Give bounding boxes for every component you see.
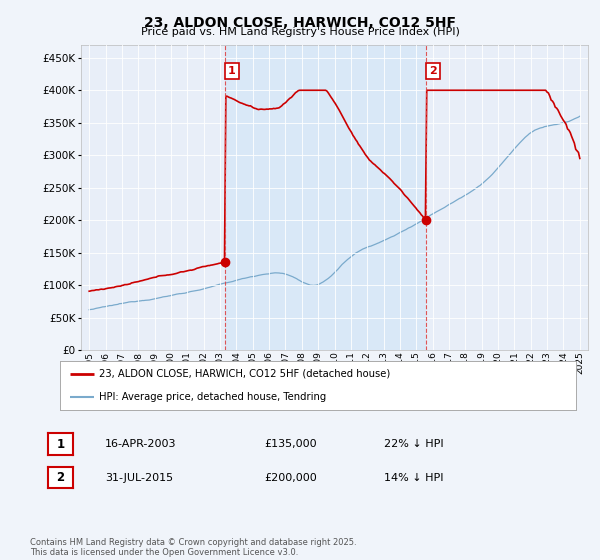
- Text: 2: 2: [429, 66, 437, 76]
- Text: 31-JUL-2015: 31-JUL-2015: [105, 473, 173, 483]
- Bar: [225, 45, 426, 350]
- Text: 16-APR-2003: 16-APR-2003: [105, 439, 176, 449]
- Text: 1: 1: [56, 437, 65, 451]
- Text: 23, ALDON CLOSE, HARWICH, CO12 5HF (detached house): 23, ALDON CLOSE, HARWICH, CO12 5HF (deta…: [98, 369, 390, 379]
- Text: 2: 2: [56, 471, 65, 484]
- Text: HPI: Average price, detached house, Tendring: HPI: Average price, detached house, Tend…: [98, 391, 326, 402]
- Text: 1: 1: [228, 66, 236, 76]
- Text: £135,000: £135,000: [264, 439, 317, 449]
- Text: 22% ↓ HPI: 22% ↓ HPI: [384, 439, 443, 449]
- Text: Contains HM Land Registry data © Crown copyright and database right 2025.
This d: Contains HM Land Registry data © Crown c…: [30, 538, 356, 557]
- Text: 23, ALDON CLOSE, HARWICH, CO12 5HF: 23, ALDON CLOSE, HARWICH, CO12 5HF: [144, 16, 456, 30]
- Text: 14% ↓ HPI: 14% ↓ HPI: [384, 473, 443, 483]
- Text: £200,000: £200,000: [264, 473, 317, 483]
- Text: Price paid vs. HM Land Registry's House Price Index (HPI): Price paid vs. HM Land Registry's House …: [140, 27, 460, 37]
